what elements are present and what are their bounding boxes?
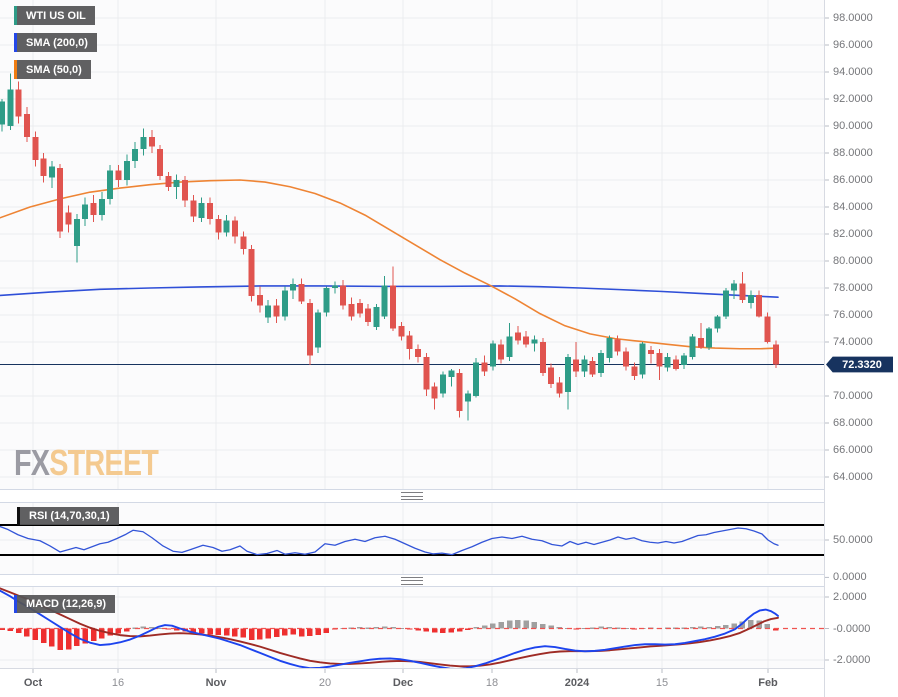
symbol-color-bar	[14, 6, 17, 25]
macd-pane-label[interactable]: MACD (12,26,9)	[14, 595, 116, 613]
rsi-pane-label[interactable]: RSI (14,70,30,1)	[17, 507, 119, 525]
x-axis-label: Dec	[392, 677, 414, 689]
y-axis-label: 2.0000	[833, 591, 867, 603]
sma50-label: SMA (50,0)	[17, 60, 91, 79]
sma50-color-bar	[14, 60, 17, 79]
y-axis-label: 70.0000	[833, 390, 873, 402]
macd-signal-line	[0, 587, 779, 668]
rsi-line	[0, 525, 779, 556]
x-axis-label: 18	[485, 677, 499, 689]
x-axis-label: 16	[111, 677, 125, 689]
symbol-label: WTI US OIL	[17, 6, 95, 25]
y-axis-label: 80.0000	[833, 255, 873, 267]
sma50-line	[0, 179, 779, 350]
y-axis-label: 98.0000	[833, 12, 873, 24]
price-axis[interactable]: 98.0000 96.0000 94.0000 92.0000 90.0000 88.00…	[824, 0, 898, 697]
drag-handle-icon[interactable]	[401, 492, 423, 500]
y-axis-label: 76.0000	[833, 309, 873, 321]
y-axis-label: 0.0000	[833, 571, 867, 584]
watermark-fx: FX	[14, 442, 50, 483]
y-axis-label: 92.0000	[833, 93, 873, 105]
y-axis-label: 68.0000	[833, 417, 873, 429]
legend-sma200[interactable]: SMA (200,0)	[14, 33, 97, 52]
macd-color-bar	[14, 595, 17, 613]
y-axis-label: 50.0000	[833, 534, 873, 546]
fxstreet-watermark: FXSTREET	[14, 442, 159, 484]
x-axis-label: Feb	[758, 677, 778, 689]
time-axis[interactable]: Oct 16 Nov 20 Dec 18 2024 15 Feb	[0, 668, 824, 697]
y-axis-label: 78.0000	[833, 282, 873, 294]
drag-handle-icon[interactable]	[401, 576, 423, 585]
x-axis-label: 20	[318, 677, 332, 689]
x-axis-label: Oct	[23, 677, 43, 689]
axis-borders	[0, 0, 829, 697]
panel-separator-macd[interactable]	[0, 574, 824, 587]
y-axis-label: 84.0000	[833, 201, 873, 213]
y-axis-label: -2.0000	[833, 654, 871, 666]
y-axis-label: 88.0000	[833, 147, 873, 159]
legend-sma50[interactable]: SMA (50,0)	[14, 60, 97, 79]
y-axis-label: 82.0000	[833, 228, 873, 240]
sma200-color-bar	[14, 33, 17, 52]
x-axis-label: Nov	[205, 677, 227, 689]
y-axis-label: 90.0000	[833, 120, 873, 132]
legend: WTI US OIL SMA (200,0) SMA (50,0)	[14, 6, 97, 79]
rsi-color-bar	[17, 507, 20, 525]
macd-label: MACD (12,26,9)	[17, 595, 116, 613]
rsi-levels	[0, 524, 824, 556]
current-price-value: 72.3320	[842, 358, 882, 371]
y-axis-label: 66.0000	[833, 444, 873, 456]
macd-line	[0, 589, 779, 668]
sma200-label: SMA (200,0)	[17, 33, 97, 52]
y-axis-label: 94.0000	[833, 66, 873, 78]
grid-layer	[0, 0, 824, 668]
y-axis-label: 86.0000	[833, 174, 873, 186]
y-axis-label: 74.0000	[833, 336, 873, 348]
sma200-line	[0, 285, 779, 298]
x-axis-label: 2024	[564, 677, 590, 689]
y-axis-label: 96.0000	[833, 39, 873, 51]
rsi-label: RSI (14,70,30,1)	[20, 507, 119, 525]
x-axis-label: 15	[655, 677, 669, 689]
panel-separator-rsi[interactable]	[0, 489, 824, 503]
candles-layer	[0, 73, 779, 421]
watermark-street: STREET	[49, 442, 159, 483]
legend-symbol[interactable]: WTI US OIL	[14, 6, 97, 25]
y-axis-label: -0.0000	[833, 622, 871, 635]
y-axis-label: 64.0000	[833, 471, 873, 483]
current-price-tag: 72.3320	[826, 356, 893, 373]
